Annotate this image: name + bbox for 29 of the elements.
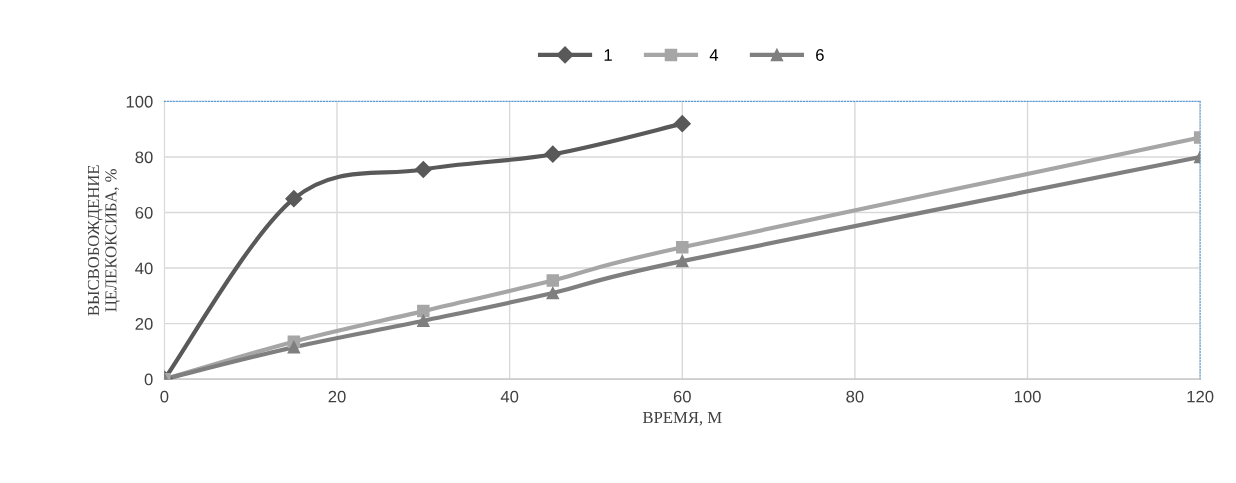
y-tick-label: 80 bbox=[135, 151, 153, 164]
legend-label: 1 bbox=[604, 49, 612, 61]
point bbox=[414, 160, 432, 179]
point bbox=[676, 254, 689, 268]
point bbox=[676, 240, 689, 254]
x-tick-label: 40 bbox=[500, 390, 519, 403]
x-tick-label: 20 bbox=[328, 390, 346, 403]
x-tick-label: 80 bbox=[846, 390, 864, 403]
point bbox=[417, 304, 430, 318]
x-axis-title: ВРЕМЯ, М bbox=[642, 412, 722, 426]
y-tick-label: 100 bbox=[126, 95, 153, 108]
point bbox=[544, 145, 562, 163]
legend-label: 4 bbox=[709, 49, 719, 61]
x-tick-label: 0 bbox=[160, 390, 169, 403]
legend-label: 6 bbox=[816, 49, 824, 61]
x-tick-label: 120 bbox=[1187, 390, 1214, 403]
y-tick-label: 40 bbox=[135, 262, 153, 275]
point bbox=[417, 314, 430, 328]
point bbox=[285, 190, 303, 208]
y-tick-label: 60 bbox=[135, 206, 153, 219]
point bbox=[546, 286, 560, 300]
x-tick-label: 100 bbox=[1014, 390, 1041, 403]
y-tick-label: 20 bbox=[135, 318, 153, 330]
x-tick-label: 60 bbox=[673, 390, 691, 403]
y-axis-title: ВЫСВОБОЖДЕНИЕ ЦЕЛЕКОКСИБА, % bbox=[87, 165, 120, 316]
point bbox=[673, 115, 691, 133]
point bbox=[546, 274, 560, 287]
y-tick-label: 0 bbox=[144, 373, 153, 386]
point bbox=[287, 340, 301, 354]
